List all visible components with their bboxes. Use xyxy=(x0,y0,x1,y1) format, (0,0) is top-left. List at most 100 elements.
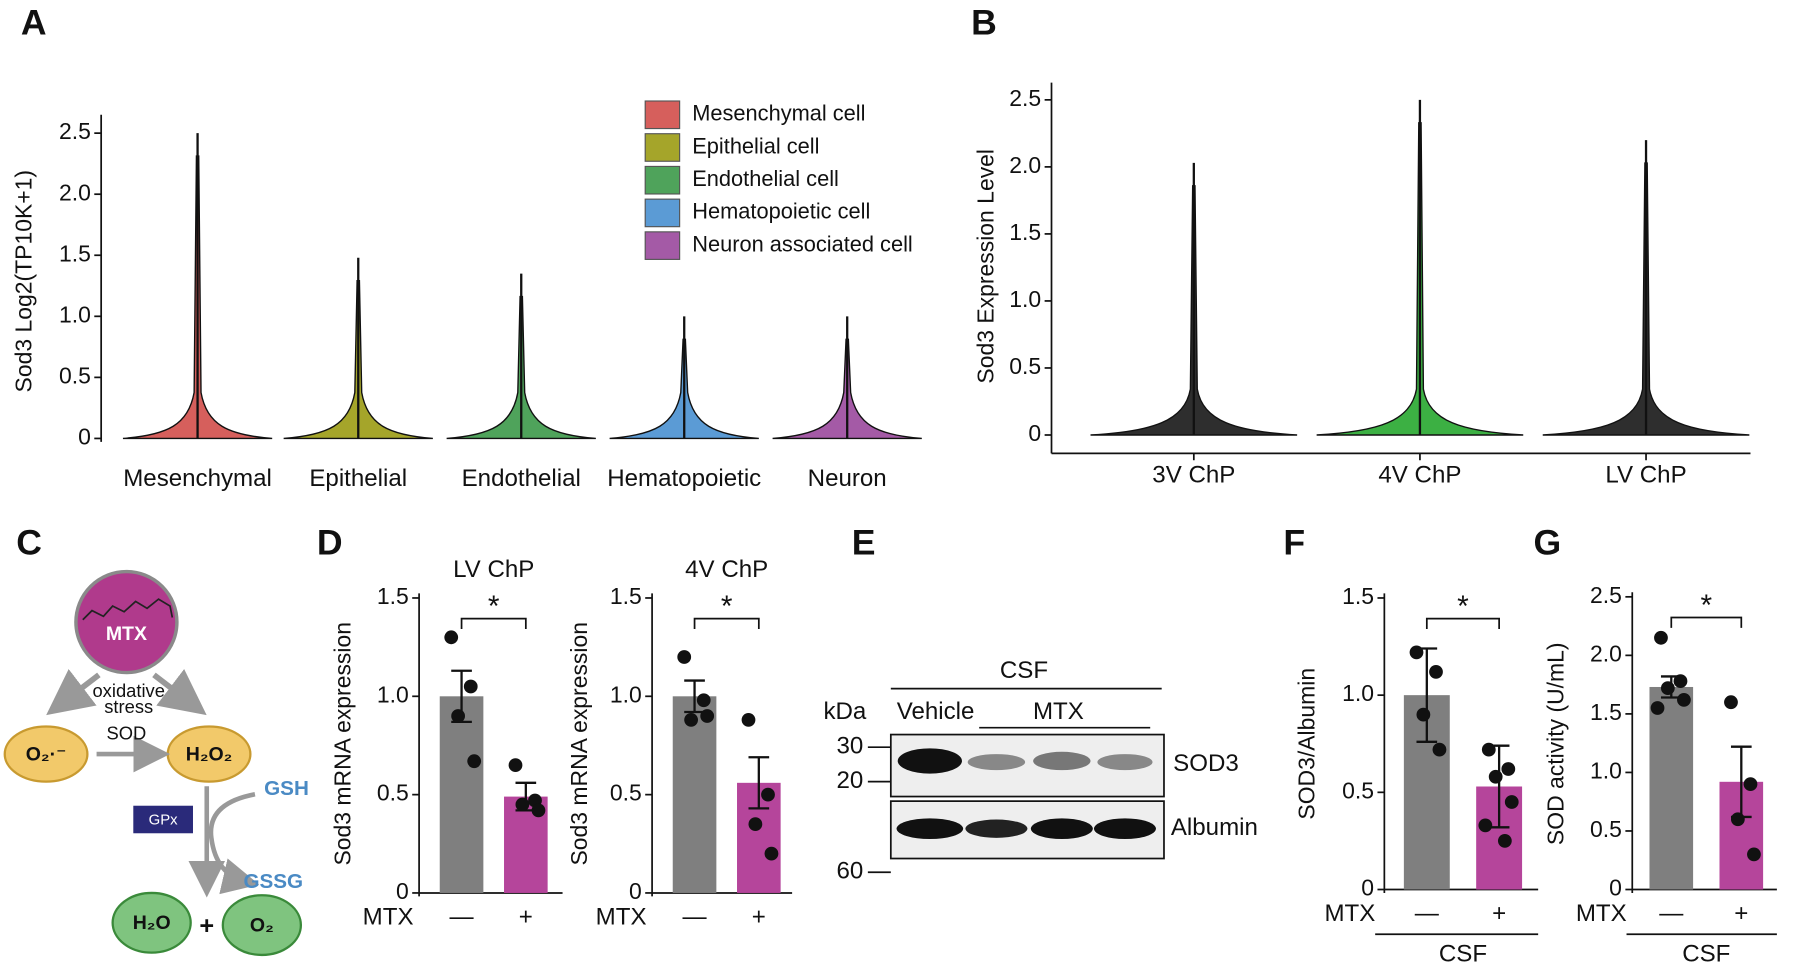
western-blot: CSF Vehicle MTX kDa 30 20 60 SOD3 Albumi… xyxy=(823,657,1257,885)
y-tick-label: 1.0 xyxy=(1009,286,1041,312)
y-axis-label: Sod3 mRNA expression xyxy=(566,622,592,866)
panel-label: B xyxy=(971,3,997,43)
y-tick-label: 0 xyxy=(1028,420,1041,446)
y-tick-label: 1.5 xyxy=(1342,583,1374,609)
drug-label: MTX xyxy=(106,623,147,645)
lane-label: Vehicle xyxy=(897,698,975,725)
data-point xyxy=(1743,777,1758,792)
significance-bracket xyxy=(1425,617,1500,629)
unit-label: kDa xyxy=(823,698,866,725)
group-label: CSF xyxy=(1682,940,1730,967)
data-point xyxy=(1432,742,1447,757)
data-point xyxy=(1730,812,1745,827)
data-point xyxy=(1747,847,1761,862)
band xyxy=(965,819,1028,838)
data-point xyxy=(1501,762,1516,776)
enzyme-label: GPx xyxy=(149,812,179,829)
y-tick-label: 1.5 xyxy=(1590,699,1622,725)
marker-label: 30 xyxy=(836,733,863,760)
species xyxy=(3,725,89,783)
y-tick-label: 0.5 xyxy=(59,362,91,388)
data-point xyxy=(696,693,711,708)
y-tick-label: 0.5 xyxy=(1590,816,1622,842)
x-tick-label: Hematopoietic xyxy=(607,465,761,492)
arrow xyxy=(46,669,101,716)
y-tick-label: 1.0 xyxy=(1590,758,1622,784)
cofactor-label: GSH xyxy=(264,777,309,800)
x-axis-label: MTX xyxy=(1324,900,1375,927)
data-point xyxy=(531,803,546,818)
data-point xyxy=(508,758,523,773)
band xyxy=(1033,751,1091,771)
data-point xyxy=(1481,742,1496,757)
significance-bracket xyxy=(693,617,760,629)
band xyxy=(967,754,1026,771)
arrow xyxy=(152,669,207,716)
species-label: H₂O xyxy=(133,912,171,934)
legend-swatch xyxy=(644,100,681,130)
bar xyxy=(1649,686,1694,890)
x-tick-label: — xyxy=(1659,900,1684,927)
legend-swatch xyxy=(644,165,681,195)
significance-label: * xyxy=(721,590,733,623)
y-tick-label: 2.5 xyxy=(1590,582,1622,608)
x-tick-label: — xyxy=(683,904,708,931)
bar xyxy=(672,696,717,893)
y-tick-label: 0.5 xyxy=(1342,777,1374,803)
process-label: stress xyxy=(104,696,153,717)
x-axis-label: MTX xyxy=(596,904,647,931)
y-tick-label: 2.5 xyxy=(59,118,91,144)
cofactor-label: GSSG xyxy=(243,870,303,893)
band xyxy=(1093,818,1156,840)
panel-label: F xyxy=(1283,523,1305,563)
significance-label: * xyxy=(488,590,500,623)
y-tick-label: 0.5 xyxy=(610,780,642,806)
data-point xyxy=(700,709,715,723)
data-point xyxy=(1429,664,1443,679)
chart-title: 4V ChP xyxy=(685,556,768,583)
drug-circle xyxy=(74,569,179,675)
band xyxy=(1097,754,1153,771)
data-point xyxy=(1654,630,1668,645)
enzyme-label: SOD xyxy=(107,722,147,743)
sample-label: CSF xyxy=(1000,657,1048,684)
data-point xyxy=(761,787,775,802)
x-tick-label: + xyxy=(1492,900,1506,927)
arrow xyxy=(208,791,260,895)
x-tick-label: + xyxy=(1734,900,1748,927)
x-tick-label: + xyxy=(519,904,533,931)
x-tick-label: — xyxy=(1415,900,1440,927)
species xyxy=(221,894,303,957)
group-label: CSF xyxy=(1439,940,1487,967)
data-point xyxy=(1409,645,1424,660)
structure xyxy=(82,598,174,621)
legend-label: Endothelial cell xyxy=(692,166,839,191)
y-tick-label: 0 xyxy=(396,878,409,904)
species-label: O₂·⁻ xyxy=(26,743,67,765)
y-tick-label: 1.5 xyxy=(610,583,642,609)
panel-label: G xyxy=(1534,523,1562,563)
y-tick-label: 2.0 xyxy=(1009,152,1041,178)
significance-label: * xyxy=(1457,590,1469,623)
y-axis-label: SOD activity (U/mL) xyxy=(1543,642,1569,845)
y-tick-label: 1.0 xyxy=(59,301,91,327)
band xyxy=(1030,818,1093,840)
data-point xyxy=(1724,695,1738,710)
y-axis-label: Sod3 mRNA expression xyxy=(330,622,356,866)
y-tick-label: 1.0 xyxy=(1342,680,1374,706)
legend-swatch xyxy=(644,133,681,162)
error-bar xyxy=(684,679,705,714)
y-tick-label: 2.0 xyxy=(59,179,91,205)
y-tick-label: 1.5 xyxy=(59,240,91,266)
y-tick-label: 0 xyxy=(1609,875,1622,901)
x-tick-label: 3V ChP xyxy=(1152,462,1235,489)
data-point xyxy=(515,797,530,812)
data-point xyxy=(1497,834,1512,848)
data-point xyxy=(741,713,756,727)
data-point xyxy=(467,754,482,769)
y-tick-label: 1.0 xyxy=(610,681,642,707)
data-point xyxy=(1478,818,1493,833)
data-point xyxy=(1504,795,1519,809)
y-tick-label: 1.5 xyxy=(1009,219,1041,245)
